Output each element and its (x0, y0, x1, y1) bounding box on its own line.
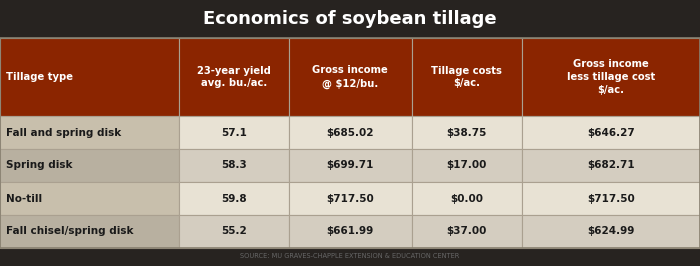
Text: $37.00: $37.00 (447, 227, 487, 236)
Bar (0, 116, 178, 149)
Bar (522, 149, 700, 182)
Bar (412, 215, 522, 248)
Text: $38.75: $38.75 (447, 127, 487, 138)
Text: Tillage type: Tillage type (6, 72, 73, 82)
Bar (178, 38, 289, 116)
Text: Spring disk: Spring disk (6, 160, 73, 171)
Bar (0, 38, 178, 116)
Text: $682.71: $682.71 (587, 160, 635, 171)
Bar (0, 0, 700, 38)
Text: Gross income
less tillage cost
$/ac.: Gross income less tillage cost $/ac. (567, 59, 655, 95)
Text: $17.00: $17.00 (447, 160, 487, 171)
Bar (178, 182, 289, 215)
Bar (289, 38, 412, 116)
Text: Fall and spring disk: Fall and spring disk (6, 127, 121, 138)
Text: $699.71: $699.71 (327, 160, 374, 171)
Text: No-till: No-till (6, 193, 42, 203)
Text: 23-year yield
avg. bu./ac.: 23-year yield avg. bu./ac. (197, 66, 271, 88)
Text: $717.50: $717.50 (587, 193, 635, 203)
Text: $0.00: $0.00 (450, 193, 484, 203)
Bar (522, 38, 700, 116)
Text: $685.02: $685.02 (327, 127, 374, 138)
Bar (178, 215, 289, 248)
Bar (178, 149, 289, 182)
Text: 59.8: 59.8 (221, 193, 246, 203)
Text: Gross income
@ $12/bu.: Gross income @ $12/bu. (312, 65, 388, 89)
Bar (0, 149, 178, 182)
Text: 55.2: 55.2 (221, 227, 246, 236)
Bar (412, 182, 522, 215)
Text: SOURCE: MU GRAVES-CHAPPLE EXTENSION & EDUCATION CENTER: SOURCE: MU GRAVES-CHAPPLE EXTENSION & ED… (240, 253, 460, 259)
Text: $717.50: $717.50 (326, 193, 375, 203)
Text: 57.1: 57.1 (221, 127, 246, 138)
Bar (522, 215, 700, 248)
Bar (289, 116, 412, 149)
Text: 58.3: 58.3 (221, 160, 246, 171)
Text: $624.99: $624.99 (587, 227, 635, 236)
Bar (0, 215, 178, 248)
Bar (0, 182, 178, 215)
Bar (412, 149, 522, 182)
Bar (412, 38, 522, 116)
Bar (289, 215, 412, 248)
Text: Fall chisel/spring disk: Fall chisel/spring disk (6, 227, 134, 236)
Bar (522, 182, 700, 215)
Bar (289, 149, 412, 182)
Bar (178, 116, 289, 149)
Text: $646.27: $646.27 (587, 127, 635, 138)
Bar (522, 116, 700, 149)
Text: Economics of soybean tillage: Economics of soybean tillage (203, 10, 497, 28)
Text: Tillage costs
$/ac.: Tillage costs $/ac. (431, 66, 503, 88)
Bar (0, 38, 700, 248)
Text: $661.99: $661.99 (327, 227, 374, 236)
Bar (412, 116, 522, 149)
Bar (289, 182, 412, 215)
